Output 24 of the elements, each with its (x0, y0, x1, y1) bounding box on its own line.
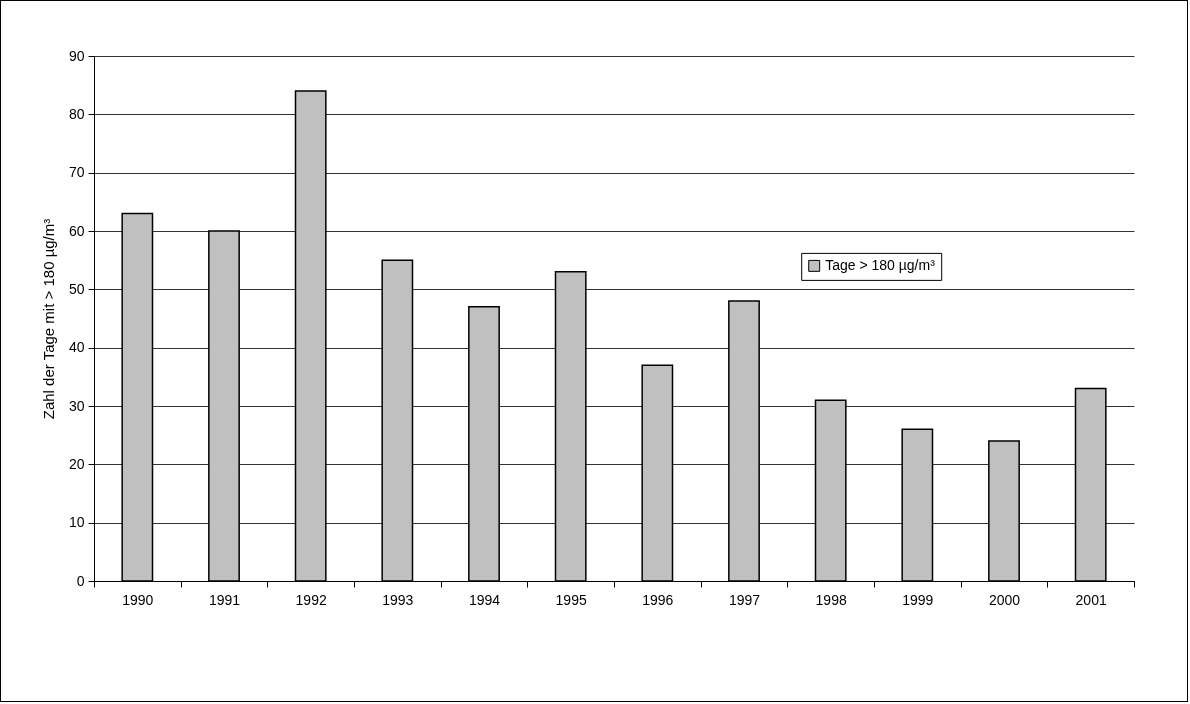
x-tick-label: 1995 (555, 591, 587, 608)
x-tick-label: 1993 (382, 591, 414, 608)
y-tick-label: 20 (68, 455, 85, 472)
y-axis-title: Zahl der Tage mit > 180 µg/m³ (39, 218, 57, 420)
x-tick-label: 2000 (988, 591, 1021, 608)
y-tick-label: 90 (68, 47, 85, 64)
y-tick-label: 50 (68, 280, 85, 297)
y-tick-label: 40 (68, 339, 85, 356)
x-tick-label: 1998 (815, 591, 847, 608)
x-tick-label: 1994 (468, 591, 501, 608)
x-tick-label: 2001 (1075, 591, 1107, 608)
y-tick-label: 70 (68, 164, 85, 181)
x-tick-label: 1996 (642, 591, 674, 608)
y-tick-label: 30 (68, 397, 85, 414)
x-tick-label: 1991 (208, 591, 241, 608)
x-tick-label: 1997 (728, 591, 761, 608)
y-tick-label: 60 (68, 222, 85, 239)
y-tick-label: 10 (68, 514, 85, 531)
x-tick-label: 1992 (295, 591, 327, 608)
y-tick-label: 0 (76, 572, 85, 589)
x-tick-label: 1990 (122, 591, 154, 608)
legend-label: Tage > 180 µg/m³ (825, 256, 936, 273)
x-tick-label: 1999 (902, 591, 934, 608)
y-tick-label: 80 (68, 105, 85, 122)
